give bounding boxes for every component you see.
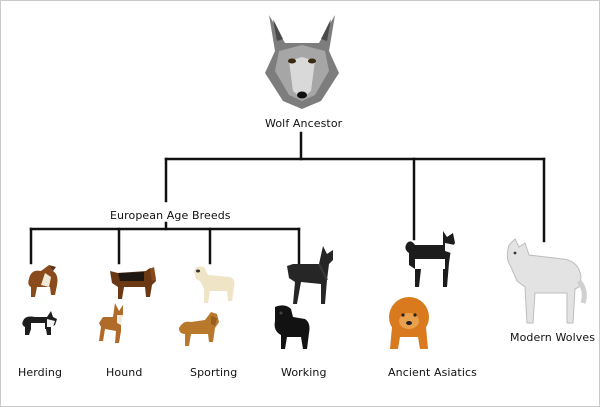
golden-retriever-icon bbox=[177, 306, 223, 350]
water-dog-icon bbox=[269, 303, 313, 351]
white-wolf-icon bbox=[503, 237, 587, 327]
ancient-asiatics-label: Ancient Asiatics bbox=[388, 366, 477, 379]
herding-label: Herding bbox=[18, 366, 63, 379]
sporting-label: Sporting bbox=[190, 366, 238, 379]
wolf-head-icon bbox=[259, 11, 345, 111]
bloodhound-icon bbox=[106, 257, 158, 303]
labrador-icon bbox=[190, 261, 238, 305]
pharaoh-hound-icon bbox=[95, 301, 129, 345]
akita-icon bbox=[401, 229, 461, 291]
great-dane-icon bbox=[283, 244, 339, 308]
collie-icon bbox=[23, 261, 61, 301]
modern-wolves-label: Modern Wolves bbox=[510, 331, 596, 344]
chow-chow-icon bbox=[382, 293, 436, 351]
root-label: Wolf Ancestor bbox=[265, 117, 343, 130]
hound-label: Hound bbox=[106, 366, 143, 379]
european-age-breeds-label: European Age Breeds bbox=[110, 209, 231, 222]
working-label: Working bbox=[281, 366, 327, 379]
corgi-icon bbox=[19, 309, 59, 339]
